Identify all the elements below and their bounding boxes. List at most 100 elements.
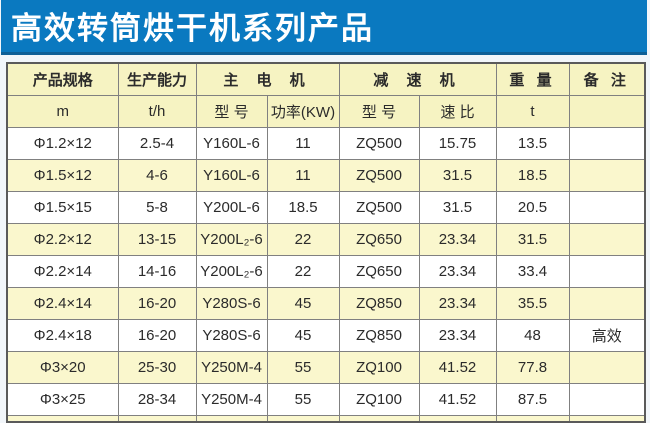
- table-cell: 41.52: [418, 350, 497, 384]
- table-cell: [568, 158, 646, 192]
- product-spec-table: 产品规格 生产能力 主 电 机 减 速 机 重 量 备 注 m t/h 型 号 …: [6, 62, 646, 423]
- col-header-weight: 重 量: [495, 62, 570, 96]
- table-row: Φ1.2×12 2.5-4 Y160L-6 11 ZQ500 15.75 13.…: [6, 126, 646, 160]
- table-row: Φ2.4×18 16-20 Y280S-6 45 ZQ850 23.34 48 …: [6, 318, 646, 352]
- table-cell: ZQ650: [338, 222, 420, 256]
- table-cell: 45: [266, 286, 340, 320]
- col-header-motor: 主 电 机: [195, 62, 340, 96]
- table-cell: 16-20: [117, 318, 197, 352]
- table-cell: 高效: [568, 318, 646, 352]
- table-cell: Φ3×20: [6, 350, 119, 384]
- table-cell: Φ2.4×14: [6, 286, 119, 320]
- table-cell: Φ1.5×15: [6, 190, 119, 224]
- table-cell: Φ1.5×12: [6, 158, 119, 192]
- table-cell: 25-30: [117, 350, 197, 384]
- unit-remark: [568, 94, 646, 128]
- table-cell: Y250M-4: [195, 382, 268, 416]
- table-row-clipped: [6, 414, 646, 423]
- table-cell: 23.34: [418, 286, 497, 320]
- table-cell: Φ2.2×14: [6, 254, 119, 288]
- subheader-motor-power: 功率(KW): [266, 94, 340, 128]
- table-cell: 13-15: [117, 222, 197, 256]
- table-row: Φ2.2×14 14-16 Y200L₂-6 22 ZQ650 23.34 33…: [6, 254, 646, 288]
- header-row-units: m t/h 型 号 功率(KW) 型 号 速 比 t: [6, 94, 646, 128]
- subheader-motor-model: 型 号: [195, 94, 268, 128]
- table-cell: Y200L₂-6: [195, 222, 268, 256]
- table-cell: 22: [266, 222, 340, 256]
- table-row: Φ1.5×12 4-6 Y160L-6 11 ZQ500 31.5 18.5: [6, 158, 646, 192]
- subheader-reducer-ratio: 速 比: [418, 94, 497, 128]
- table-cell: 11: [266, 158, 340, 192]
- table-cell: Y280S-6: [195, 318, 268, 352]
- table-cell: ZQ500: [338, 190, 420, 224]
- table-cell: 31.5: [495, 222, 570, 256]
- subheader-reducer-model: 型 号: [338, 94, 420, 128]
- table-cell: 4-6: [117, 158, 197, 192]
- table-cell: 28-34: [117, 382, 197, 416]
- table-cell: [568, 350, 646, 384]
- table-cell: 2.5-4: [117, 126, 197, 160]
- table-cell: 16-20: [117, 286, 197, 320]
- table-cell: 13.5: [495, 126, 570, 160]
- table-cell: Y160L-6: [195, 158, 268, 192]
- table-cell: 77.8: [495, 350, 570, 384]
- table-cell: 23.34: [418, 222, 497, 256]
- table-cell: 87.5: [495, 382, 570, 416]
- table-cell: 23.34: [418, 318, 497, 352]
- table-cell: Y200L₂-6: [195, 254, 268, 288]
- table-cell: ZQ500: [338, 126, 420, 160]
- table-cell: 33.4: [495, 254, 570, 288]
- table-cell: 48: [495, 318, 570, 352]
- table-cell: 5-8: [117, 190, 197, 224]
- table-cell: 18.5: [495, 158, 570, 192]
- table-cell: 41.52: [418, 382, 497, 416]
- table-cell: [568, 190, 646, 224]
- table-cell: 20.5: [495, 190, 570, 224]
- table-cell: [568, 254, 646, 288]
- unit-weight: t: [495, 94, 570, 128]
- table-cell: 55: [266, 382, 340, 416]
- table-cell: 31.5: [418, 158, 497, 192]
- header-row-groups: 产品规格 生产能力 主 电 机 减 速 机 重 量 备 注: [6, 62, 646, 96]
- table-cell: Φ2.4×18: [6, 318, 119, 352]
- table-cell: ZQ100: [338, 382, 420, 416]
- table-cell: 23.34: [418, 254, 497, 288]
- table-cell: Φ3×25: [6, 382, 119, 416]
- table-cell: 35.5: [495, 286, 570, 320]
- table-cell: [568, 222, 646, 256]
- table-cell: 31.5: [418, 190, 497, 224]
- col-header-reducer: 减 速 机: [338, 62, 497, 96]
- col-header-capacity: 生产能力: [117, 62, 197, 96]
- unit-capacity: t/h: [117, 94, 197, 128]
- table-cell: 55: [266, 350, 340, 384]
- table-cell: ZQ100: [338, 350, 420, 384]
- table-cell: ZQ650: [338, 254, 420, 288]
- table-cell: Y250M-4: [195, 350, 268, 384]
- table-cell: [568, 286, 646, 320]
- table-cell: ZQ850: [338, 318, 420, 352]
- table-cell: Φ2.2×12: [6, 222, 119, 256]
- table-row: Φ3×20 25-30 Y250M-4 55 ZQ100 41.52 77.8: [6, 350, 646, 384]
- table-cell: ZQ500: [338, 158, 420, 192]
- col-header-remark: 备 注: [568, 62, 646, 96]
- page-title: 高效转筒烘干机系列产品: [11, 10, 374, 46]
- table-cell: [568, 382, 646, 416]
- table-cell: Y280S-6: [195, 286, 268, 320]
- table-cell: ZQ850: [338, 286, 420, 320]
- title-bar: 高效转筒烘干机系列产品: [1, 0, 647, 55]
- table-cell: 14-16: [117, 254, 197, 288]
- table-cell: [568, 126, 646, 160]
- table-row: Φ2.2×12 13-15 Y200L₂-6 22 ZQ650 23.34 31…: [6, 222, 646, 256]
- table-cell: 22: [266, 254, 340, 288]
- table-cell: 18.5: [266, 190, 340, 224]
- table-cell: Y200L-6: [195, 190, 268, 224]
- table-cell: 11: [266, 126, 340, 160]
- table-cell: 45: [266, 318, 340, 352]
- col-header-spec: 产品规格: [6, 62, 119, 96]
- table-cell: 15.75: [418, 126, 497, 160]
- table-cell: Y160L-6: [195, 126, 268, 160]
- table-cell: Φ1.2×12: [6, 126, 119, 160]
- table-row: Φ3×25 28-34 Y250M-4 55 ZQ100 41.52 87.5: [6, 382, 646, 416]
- table-row: Φ2.4×14 16-20 Y280S-6 45 ZQ850 23.34 35.…: [6, 286, 646, 320]
- table-row: Φ1.5×15 5-8 Y200L-6 18.5 ZQ500 31.5 20.5: [6, 190, 646, 224]
